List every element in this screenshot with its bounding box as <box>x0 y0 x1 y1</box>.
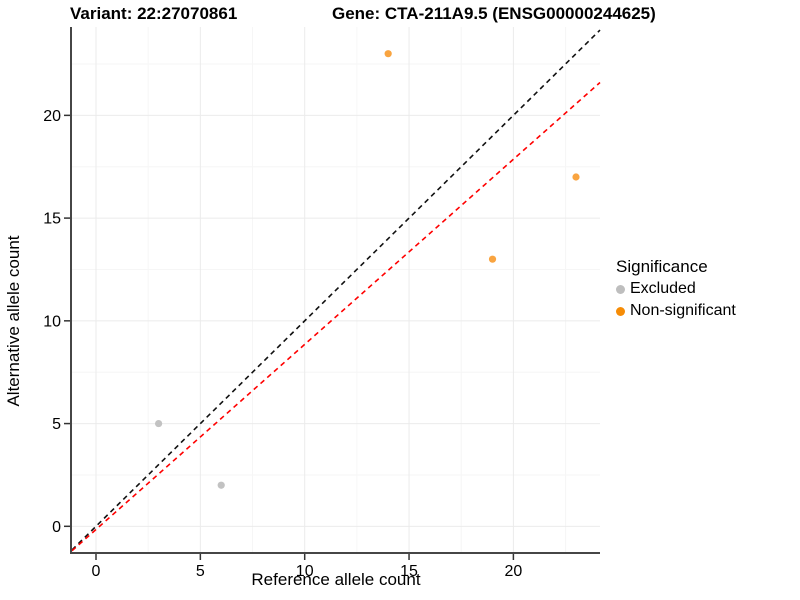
non-significant-dot-icon <box>616 306 625 316</box>
gene-title: Gene: CTA-211A9.5 (ENSG00000244625) <box>332 4 656 23</box>
x-tick-label: 20 <box>504 563 522 580</box>
data-point-non-significant <box>572 173 580 181</box>
legend-entry-non-significant: Non-significant <box>616 300 798 322</box>
y-tick-label: 15 <box>43 211 61 228</box>
y-tick-label: 5 <box>52 416 61 433</box>
legend: Significance Excluded Non-significant <box>616 256 798 322</box>
fit-line <box>71 81 601 552</box>
legend-title: Significance <box>616 257 708 276</box>
y-tick-label: 0 <box>52 519 61 536</box>
x-axis-title: Reference allele count <box>251 570 421 589</box>
data-point-non-significant <box>488 255 497 263</box>
legend-entry-label: Excluded <box>630 280 696 297</box>
data-point-non-significant <box>384 50 392 58</box>
x-tick-label: 0 <box>92 563 101 580</box>
y-tick-label: 10 <box>43 313 61 330</box>
identity-line <box>71 29 601 551</box>
excluded-dot-icon <box>616 284 625 294</box>
legend-entry-excluded: Excluded <box>616 278 798 300</box>
x-tick-label: 15 <box>400 563 418 580</box>
y-axis-title: Alternative allele count <box>4 235 23 407</box>
x-tick-label: 10 <box>296 563 314 580</box>
data-point-excluded <box>217 481 225 489</box>
data-point-excluded <box>155 419 163 428</box>
y-tick-label: 20 <box>43 108 61 125</box>
variant-title: Variant: 22:27070861 <box>70 4 238 23</box>
x-tick-label: 5 <box>196 563 205 580</box>
legend-entry-label: Non-significant <box>630 302 736 319</box>
